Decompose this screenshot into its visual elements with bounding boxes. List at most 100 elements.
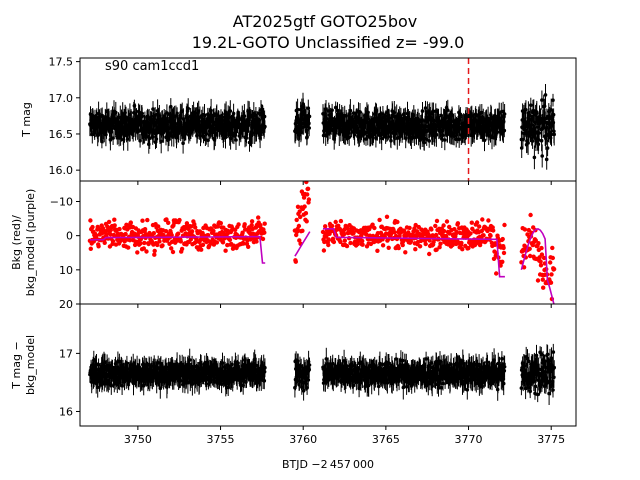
- data-point: [469, 220, 474, 225]
- data-point: [474, 220, 480, 225]
- panels: 16.0 16.5 17.0 17.5 T mag −10 0 10 20 Bkg (red)/b…: [10, 56, 577, 446]
- data-point: [169, 232, 174, 238]
- data-point: [434, 247, 439, 252]
- data-point: [429, 227, 434, 232]
- data-point: [231, 111, 236, 116]
- data-point: [551, 112, 556, 117]
- data-point: [527, 246, 532, 251]
- data-point: [294, 232, 299, 238]
- data-point: [333, 105, 338, 110]
- data-point: [549, 108, 553, 112]
- data-point: [306, 106, 311, 110]
- y-tick-label: 16.0: [49, 164, 74, 177]
- data-point: [434, 133, 439, 137]
- data-point: [234, 138, 238, 142]
- data-point: [184, 221, 190, 226]
- data-point: [301, 195, 307, 200]
- data-point: [348, 240, 353, 246]
- data-point: [364, 232, 369, 237]
- data-point: [392, 230, 397, 235]
- data-point: [459, 240, 464, 246]
- data-point: [186, 106, 190, 111]
- data-point: [338, 239, 343, 245]
- data-point: [540, 277, 545, 282]
- data-point: [501, 250, 507, 256]
- data-point: [156, 224, 161, 229]
- data-point: [157, 239, 162, 244]
- data-point: [152, 248, 157, 254]
- data-point: [443, 138, 447, 142]
- data-point: [410, 232, 416, 238]
- data-point: [249, 223, 254, 228]
- data-point: [176, 231, 181, 236]
- data-point: [348, 108, 353, 113]
- data-point: [307, 363, 312, 367]
- data-point: [236, 222, 241, 227]
- y-tick-label: −10: [50, 196, 73, 209]
- data-point: [447, 224, 452, 230]
- data-point: [193, 225, 198, 230]
- data-point: [140, 111, 144, 116]
- data-point: [366, 110, 370, 115]
- data-point: [330, 108, 334, 112]
- data-point: [450, 242, 455, 248]
- data-point: [488, 233, 493, 238]
- data-point: [384, 214, 390, 219]
- data-point: [256, 215, 261, 220]
- data-point: [420, 109, 425, 113]
- data-point: [377, 217, 382, 223]
- data-point: [544, 157, 549, 162]
- data-point: [170, 249, 176, 255]
- data-point: [491, 228, 496, 233]
- data-point: [551, 266, 557, 272]
- data-point: [181, 141, 185, 145]
- data-point: [230, 362, 234, 367]
- data-point: [552, 132, 556, 137]
- data-point: [227, 237, 233, 242]
- data-point: [123, 231, 128, 237]
- data-point: [412, 226, 417, 231]
- data-point: [141, 246, 146, 251]
- data-point: [444, 233, 449, 239]
- data-point: [204, 382, 209, 386]
- data-point: [155, 242, 160, 248]
- data-point: [246, 244, 251, 249]
- data-point: [533, 238, 538, 243]
- data-point: [108, 232, 113, 237]
- data-point: [528, 212, 533, 218]
- data-point: [147, 136, 152, 140]
- data-point: [444, 219, 450, 224]
- data-point: [138, 241, 143, 246]
- data-point: [187, 358, 192, 362]
- data-point: [96, 244, 101, 249]
- data-point: [427, 139, 432, 143]
- data-point: [323, 224, 328, 229]
- data-point: [140, 218, 145, 223]
- data-point: [395, 219, 400, 225]
- data-point: [321, 248, 327, 253]
- y-tick-label: 0: [66, 230, 73, 243]
- data-point: [151, 107, 155, 111]
- data-point: [106, 219, 112, 225]
- data-point: [540, 98, 544, 102]
- data-point: [331, 239, 337, 245]
- data-point: [175, 111, 179, 116]
- data-point: [400, 242, 405, 248]
- data-point: [501, 245, 506, 251]
- data-point: [549, 132, 554, 137]
- data-point: [482, 138, 487, 143]
- data-point: [112, 217, 117, 222]
- data-point: [427, 251, 432, 257]
- data-point: [151, 231, 156, 236]
- data-point: [160, 243, 165, 248]
- data-point: [117, 226, 122, 232]
- data-point: [551, 98, 555, 102]
- data-point: [218, 221, 223, 226]
- y-tick-label: 17.5: [49, 56, 74, 69]
- panel-1: −10 0 10 20 Bkg (red)/bkg_model (purple): [10, 180, 577, 311]
- data-point: [186, 380, 190, 385]
- data-point: [94, 233, 99, 238]
- data-point: [418, 238, 424, 244]
